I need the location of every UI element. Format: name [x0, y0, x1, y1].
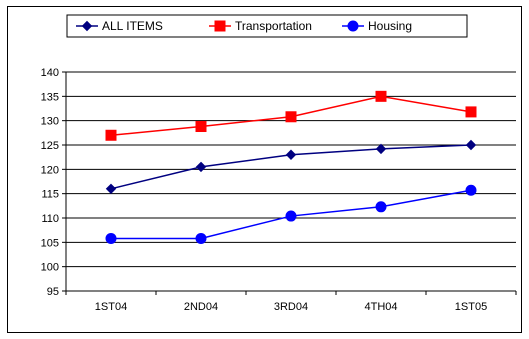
- y-tick-label: 105: [41, 237, 59, 249]
- series-layer: [105, 90, 477, 244]
- series-transportation: [105, 90, 477, 141]
- data-point-transportation: [105, 129, 117, 141]
- legend-label: ALL ITEMS: [102, 19, 163, 33]
- legend-marker: [81, 20, 93, 32]
- data-point-housing: [285, 210, 297, 222]
- x-axis: 1ST04 2ND04 3RD04 4TH04 1ST05: [65, 290, 517, 313]
- data-point-transportation: [285, 111, 297, 123]
- series-all-items: [105, 139, 477, 195]
- y-tick-label: 95: [47, 286, 59, 298]
- legend-entry-housing: Housing: [342, 19, 412, 33]
- x-tick-label: 2ND04: [184, 301, 218, 313]
- y-tick-label: 125: [41, 140, 59, 152]
- legend-entry-transportation: Transportation: [209, 19, 312, 33]
- y-tick-label: 120: [41, 164, 59, 176]
- series-housing: [105, 184, 477, 244]
- x-tick-label: 4TH04: [364, 301, 397, 313]
- y-tick-label: 100: [41, 262, 59, 274]
- y-tick-label: 135: [41, 91, 59, 103]
- x-tick-label: 3RD04: [274, 301, 308, 313]
- data-point-housing: [195, 232, 207, 244]
- data-point-all-items: [105, 183, 117, 195]
- legend-label: Housing: [368, 19, 412, 33]
- data-point-all-items: [375, 143, 387, 155]
- legend-marker: [214, 20, 226, 32]
- y-tick-label: 140: [41, 67, 59, 79]
- data-point-transportation: [375, 90, 387, 102]
- legend-entry-all-items: ALL ITEMS: [76, 19, 163, 33]
- data-point-all-items: [285, 149, 297, 160]
- data-point-all-items: [465, 139, 477, 151]
- y-tick-label: 130: [41, 116, 59, 128]
- data-point-all-items: [195, 161, 207, 173]
- legend-marker: [347, 20, 359, 32]
- x-tick-label: 1ST04: [95, 301, 127, 313]
- data-point-housing: [465, 184, 477, 196]
- y-tick-label: 110: [41, 213, 59, 225]
- legend-box: [66, 14, 468, 38]
- legend: ALL ITEMS Transportation Housing: [66, 14, 468, 38]
- data-point-housing: [105, 232, 117, 244]
- x-tick-label: 1ST05: [455, 301, 487, 313]
- data-point-transportation: [465, 106, 477, 118]
- gridlines: [66, 71, 516, 292]
- y-tick-label: 115: [41, 189, 59, 201]
- data-point-transportation: [195, 121, 207, 133]
- data-point-housing: [375, 201, 387, 213]
- legend-label: Transportation: [235, 19, 312, 33]
- y-axis: 95 100 105 110 115 120 125 130 135 140: [41, 67, 67, 298]
